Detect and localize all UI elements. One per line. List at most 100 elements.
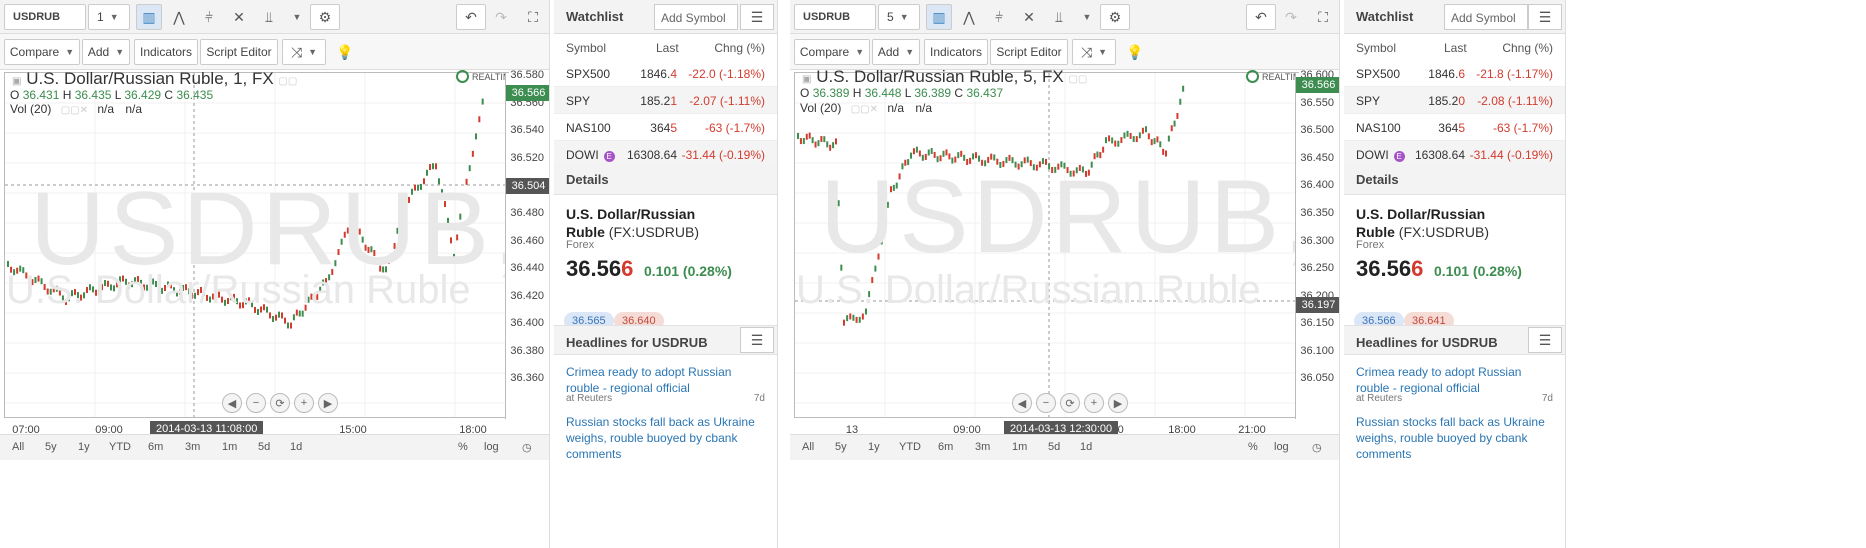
settings-button[interactable]: ⚙	[1100, 4, 1130, 30]
watchlist-row[interactable]: NAS100 3645 -63 (-1.7%)	[554, 114, 777, 141]
range-5y[interactable]: 5y	[45, 441, 57, 453]
range-1m[interactable]: 1m	[1012, 441, 1028, 453]
add-button[interactable]: Add ▼	[872, 39, 920, 65]
menu-icon[interactable]: ☰	[740, 4, 774, 30]
zoom-out-icon[interactable]: −	[1036, 393, 1056, 413]
watchlist-row[interactable]: SPY 185.21 -2.07 (-1.11%)	[554, 87, 777, 114]
indicator-button[interactable]: ⋀	[166, 4, 192, 30]
headline-link[interactable]: Crimea ready to adopt Russian rouble - r…	[566, 365, 732, 395]
reset-icon[interactable]: ⟳	[270, 393, 290, 413]
indicators-button[interactable]: Indicators	[134, 39, 198, 65]
hlc-button[interactable]: ⫫	[256, 4, 282, 30]
undo-button[interactable]: ↶	[456, 4, 486, 30]
chart-type-dropdown[interactable]: ▼	[284, 4, 304, 30]
candles-button[interactable]: ▥	[136, 4, 162, 30]
range-1m[interactable]: 1m	[222, 441, 238, 453]
hlc-button[interactable]: ⫫	[1046, 4, 1072, 30]
script-editor-button[interactable]: Script Editor	[200, 39, 278, 65]
candles-button[interactable]: ▥	[926, 4, 952, 30]
scroll-right-icon[interactable]: ▶	[1108, 393, 1128, 413]
headlines-menu-icon[interactable]: ☰	[740, 327, 774, 353]
drawing-button[interactable]: ✕	[226, 4, 252, 30]
price-plot[interactable]	[794, 72, 1299, 418]
zoom-in-icon[interactable]: +	[294, 393, 314, 413]
col-change[interactable]: Chng (%)	[1502, 41, 1553, 55]
headlines-menu-icon[interactable]: ☰	[1528, 327, 1562, 353]
range-6m[interactable]: 6m	[938, 441, 954, 453]
range-3m[interactable]: 3m	[185, 441, 201, 453]
scroll-left-icon[interactable]: ◀	[222, 393, 242, 413]
range-3m[interactable]: 3m	[975, 441, 991, 453]
log-toggle[interactable]: log	[484, 441, 499, 453]
interval-select[interactable]: 5 ▼	[878, 4, 920, 30]
headline-link[interactable]: Crimea ready to adopt Russian rouble - r…	[1356, 365, 1522, 395]
scroll-right-icon[interactable]: ▶	[318, 393, 338, 413]
fib-tools-button[interactable]: ⤨ ▼	[282, 39, 326, 65]
add-symbol-input[interactable]: Add Symbol	[654, 4, 738, 30]
scroll-left-icon[interactable]: ◀	[1012, 393, 1032, 413]
symbol-input[interactable]: USDRUB	[794, 4, 876, 30]
compare-button[interactable]: Compare ▼	[4, 39, 80, 65]
script-editor-button[interactable]: Script Editor	[990, 39, 1068, 65]
indicator-button[interactable]: ⋀	[956, 4, 982, 30]
interval-select[interactable]: 1 ▼	[88, 4, 130, 30]
price-tick: 36.420	[510, 289, 544, 302]
range-5y[interactable]: 5y	[835, 441, 847, 453]
settings-button[interactable]: ⚙	[310, 4, 340, 30]
candle	[1159, 141, 1162, 148]
indicators-button[interactable]: Indicators	[924, 39, 988, 65]
compare-button[interactable]: Compare ▼	[794, 39, 870, 65]
add-symbol-input[interactable]: Add Symbol	[1444, 4, 1528, 30]
symbol-input[interactable]: USDRUB	[4, 4, 86, 30]
undo-button[interactable]: ↶	[1246, 4, 1276, 30]
range-all[interactable]: All	[12, 441, 25, 453]
timezone-icon[interactable]: ◷	[1312, 442, 1322, 454]
percent-toggle[interactable]: %	[1248, 441, 1258, 453]
range-all[interactable]: All	[802, 441, 815, 453]
watchlist-row[interactable]: SPY 185.20 -2.08 (-1.11%)	[1344, 87, 1565, 114]
zoom-out-icon[interactable]: −	[246, 393, 266, 413]
ideas-button[interactable]: 💡	[1122, 39, 1148, 65]
redo-button[interactable]: ↷	[1278, 4, 1304, 30]
range-1d[interactable]: 1d	[1080, 441, 1093, 453]
percent-toggle[interactable]: %	[458, 441, 468, 453]
watchlist-row[interactable]: NAS100 3645 -63 (-1.7%)	[1344, 114, 1565, 141]
col-change[interactable]: Chng (%)	[714, 41, 765, 55]
redo-button[interactable]: ↷	[488, 4, 514, 30]
col-last[interactable]: Last	[656, 41, 679, 55]
col-symbol[interactable]: Symbol	[566, 41, 607, 55]
watchlist-row[interactable]: SPX500 1846.4 -22.0 (-1.18%)	[554, 60, 777, 87]
range-ytd[interactable]: YTD	[109, 441, 131, 453]
reset-icon[interactable]: ⟳	[1060, 393, 1080, 413]
price-scale[interactable]: 36.600 36.550 36.500 36.450 36.400 36.350 36.3…	[1295, 69, 1339, 419]
bars-button[interactable]: ⫩	[196, 4, 222, 30]
candle	[936, 156, 939, 163]
zoom-in-icon[interactable]: +	[1084, 393, 1104, 413]
menu-icon[interactable]: ☰	[1528, 4, 1562, 30]
range-1d[interactable]: 1d	[290, 441, 303, 453]
price-plot[interactable]	[4, 72, 509, 418]
candle	[1129, 132, 1132, 139]
drawing-button[interactable]: ✕	[1016, 4, 1042, 30]
price-scale[interactable]: 36.58036.56036.54036.52036.50036.48036.4…	[505, 69, 549, 419]
range-5d[interactable]: 5d	[258, 441, 271, 453]
watchlist-row[interactable]: SPX500 1846.6 -21.8 (-1.17%)	[1344, 60, 1565, 87]
range-ytd[interactable]: YTD	[899, 441, 921, 453]
fullscreen-button[interactable]: ⛶	[1310, 4, 1336, 30]
timezone-icon[interactable]: ◷	[522, 442, 532, 454]
log-toggle[interactable]: log	[1274, 441, 1289, 453]
col-last[interactable]: Last	[1444, 41, 1467, 55]
range-1y[interactable]: 1y	[868, 441, 880, 453]
bars-button[interactable]: ⫩	[986, 4, 1012, 30]
headline-link[interactable]: Russian stocks fall back as Ukraine weig…	[566, 415, 755, 461]
fullscreen-button[interactable]: ⛶	[520, 4, 546, 30]
range-1y[interactable]: 1y	[78, 441, 90, 453]
fib-tools-button[interactable]: ⤨ ▼	[1072, 39, 1116, 65]
chart-type-dropdown[interactable]: ▼	[1074, 4, 1094, 30]
range-5d[interactable]: 5d	[1048, 441, 1061, 453]
add-button[interactable]: Add ▼	[82, 39, 130, 65]
headline-link[interactable]: Russian stocks fall back as Ukraine weig…	[1356, 415, 1545, 461]
ideas-button[interactable]: 💡	[332, 39, 358, 65]
range-6m[interactable]: 6m	[148, 441, 164, 453]
col-symbol[interactable]: Symbol	[1356, 41, 1397, 55]
